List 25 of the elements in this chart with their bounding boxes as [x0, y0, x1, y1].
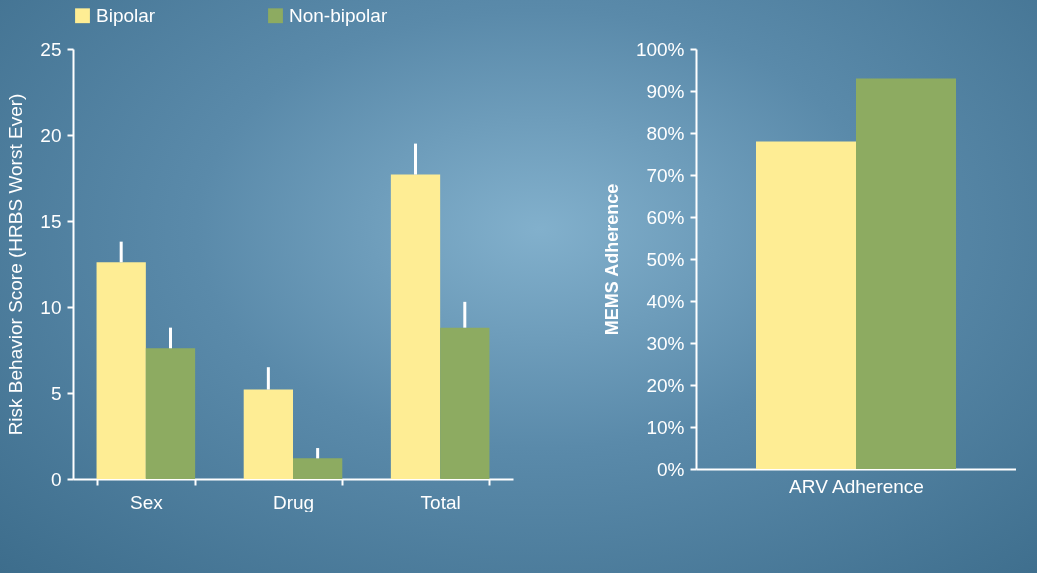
y-tick-label: 80% [646, 122, 685, 144]
y-tick-label: 90% [646, 80, 685, 102]
y-tick-label: 10% [646, 416, 685, 438]
y-axis-title: Risk Behavior Score (HRBS Worst Ever) [5, 93, 27, 436]
y-tick-label: 40% [646, 290, 685, 312]
y-tick-label: 5 [50, 382, 62, 404]
x-tick-label: Sex [129, 491, 164, 513]
x-tick-label: ARV Adherence [789, 475, 924, 497]
y-tick-label: 50% [646, 248, 685, 270]
y-tick-label: 0 [50, 468, 62, 490]
y-tick-label: 25 [40, 38, 62, 60]
y-tick-label: 100% [635, 38, 685, 60]
x-tick-label: Drug [272, 491, 315, 513]
y-tick-label: 30% [646, 332, 685, 354]
y-tick-label: 0% [657, 458, 685, 480]
y-tick-label: 70% [646, 164, 685, 186]
x-tick-label: Total [420, 491, 461, 513]
y-tick-label: 20% [646, 374, 685, 396]
y-tick-label: 10 [40, 296, 62, 318]
y-tick-label: 20 [40, 124, 62, 146]
legend-label: Non-bipolar [289, 4, 388, 26]
legend-label: Bipolar [96, 4, 156, 26]
y-tick-label: 15 [40, 210, 62, 232]
y-tick-label: 60% [646, 206, 685, 228]
y-axis-title: MEMS Adherence [601, 183, 622, 336]
